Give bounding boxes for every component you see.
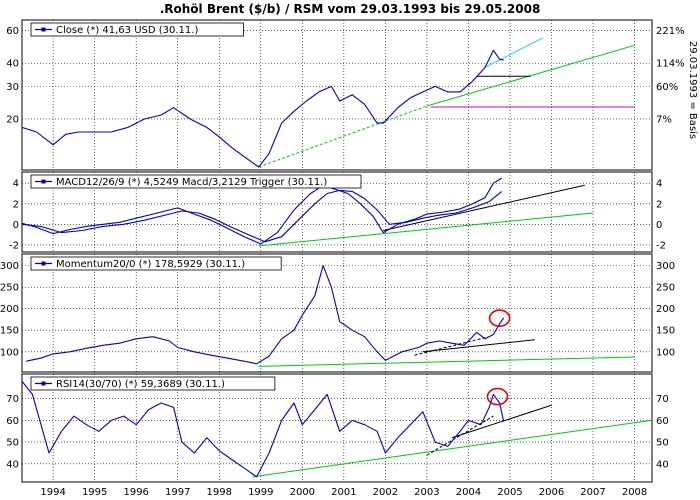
x-axis-year-label: 2002 xyxy=(373,487,398,498)
momentum-right-tick-label: 300 xyxy=(656,261,675,272)
momentum-legend-swatch-marker xyxy=(41,261,46,266)
rsi-left-tick-label: 70 xyxy=(6,394,19,405)
macd-left-tick-label: 4 xyxy=(13,179,19,190)
macd-left-tick-label: -2 xyxy=(9,240,19,251)
macd-legend-label: MACD12/26/9 (*) 4,5249 Macd/3,2129 Trigg… xyxy=(56,177,327,188)
right-axis-caption: 29.03.1993 = Basis xyxy=(687,41,698,139)
x-axis-year-label: 2004 xyxy=(456,487,481,498)
macd-series-macd-line xyxy=(21,177,502,245)
rsi-legend-swatch-marker xyxy=(41,381,46,386)
momentum-left-tick-label: 100 xyxy=(0,347,19,358)
macd-right-tick-label: 0 xyxy=(656,220,662,231)
close-panel-frame xyxy=(21,19,653,171)
close-trendline-cyan xyxy=(484,37,544,68)
rsi-trendline-green xyxy=(252,419,652,478)
rsi-right-tick-label: 70 xyxy=(656,394,669,405)
x-axis-year-label: 1996 xyxy=(123,487,148,498)
close-left-tick-label: 60 xyxy=(6,26,19,37)
rsi-trendline-black xyxy=(451,404,552,439)
momentum-legend-box xyxy=(30,256,282,271)
x-axis-year-label: 1999 xyxy=(248,487,273,498)
close-left-tick-label: 30 xyxy=(6,82,19,93)
close-right-tick-label: 60% xyxy=(656,82,678,93)
x-axis-year-label: 2005 xyxy=(497,487,522,498)
macd-left-tick-label: 0 xyxy=(13,220,19,231)
momentum-highlight-circle xyxy=(488,309,511,327)
x-axis-year-label: 1997 xyxy=(165,487,190,498)
rsi-left-tick-label: 40 xyxy=(6,459,19,470)
macd-right-tick-label: -2 xyxy=(656,240,666,251)
close-right-tick-label: 7% xyxy=(656,114,672,125)
x-axis-year-label: 1994 xyxy=(40,487,65,498)
momentum-legend-label: Momentum20/0 (*) 178,5929 (30.11.) xyxy=(56,259,245,270)
close-right-tick-label: 114% xyxy=(656,59,685,70)
close-legend-label: Close (*) 41,63 USD (30.11.) xyxy=(56,25,198,36)
momentum-left-tick-label: 250 xyxy=(0,283,19,294)
momentum-right-tick-label: 150 xyxy=(656,326,675,337)
macd-legend-box xyxy=(30,174,362,189)
close-legend-swatch-marker xyxy=(41,27,46,32)
momentum-trendline-green xyxy=(258,356,635,367)
close-trendline-green xyxy=(426,44,635,107)
momentum-trendline-black xyxy=(414,336,490,356)
momentum-right-tick-label: 250 xyxy=(656,283,675,294)
momentum-right-tick-label: 200 xyxy=(656,304,675,315)
rsi-trendline-black xyxy=(426,415,494,456)
x-axis-year-label: 2001 xyxy=(331,487,356,498)
x-axis-year-label: 2000 xyxy=(290,487,315,498)
macd-series-trigger-line xyxy=(21,189,503,243)
x-axis-year-label: 1995 xyxy=(82,487,107,498)
close-legend-box xyxy=(30,22,244,37)
x-axis-year-label: 2007 xyxy=(580,487,605,498)
macd-trendline-green xyxy=(258,212,594,247)
momentum-left-tick-label: 150 xyxy=(0,326,19,337)
macd-trendline-black xyxy=(383,184,585,231)
momentum-panel-frame xyxy=(21,253,653,373)
close-left-tick-label: 20 xyxy=(6,114,19,125)
x-axis-year-label: 1998 xyxy=(207,487,232,498)
macd-left-tick-label: 2 xyxy=(13,199,19,210)
rsi-right-tick-label: 60 xyxy=(656,416,669,427)
x-axis-year-label: 2008 xyxy=(622,487,647,498)
rsi-left-tick-label: 50 xyxy=(6,438,19,449)
x-axis-year-label: 2006 xyxy=(539,487,564,498)
rsi-highlight-circle xyxy=(486,387,509,406)
momentum-left-tick-label: 200 xyxy=(0,304,19,315)
rsi-right-tick-label: 50 xyxy=(656,438,669,449)
close-series-close-line xyxy=(21,49,504,168)
rsi-legend-box xyxy=(30,376,276,391)
momentum-right-tick-label: 100 xyxy=(656,347,675,358)
close-right-tick-label: 221% xyxy=(656,26,685,37)
x-axis-year-label: 2003 xyxy=(414,487,439,498)
macd-right-tick-label: 2 xyxy=(656,199,662,210)
momentum-trendline-black xyxy=(422,339,535,353)
rsi-right-tick-label: 40 xyxy=(656,459,669,470)
macd-right-tick-label: 4 xyxy=(656,179,662,190)
page-title: .Rohöl Brent ($/b) / RSM vom 29.03.1993 … xyxy=(159,2,541,16)
macd-legend-swatch-marker xyxy=(41,179,46,184)
close-left-tick-label: 40 xyxy=(6,59,19,70)
rsi-legend-label: RSI14(30/70) (*) 59,3689 (30.11.) xyxy=(56,379,225,390)
momentum-left-tick-label: 300 xyxy=(0,261,19,272)
momentum-series-momentum-line xyxy=(26,265,505,365)
rsi-series-rsi-line xyxy=(21,380,505,478)
rsi-left-tick-label: 60 xyxy=(6,416,19,427)
